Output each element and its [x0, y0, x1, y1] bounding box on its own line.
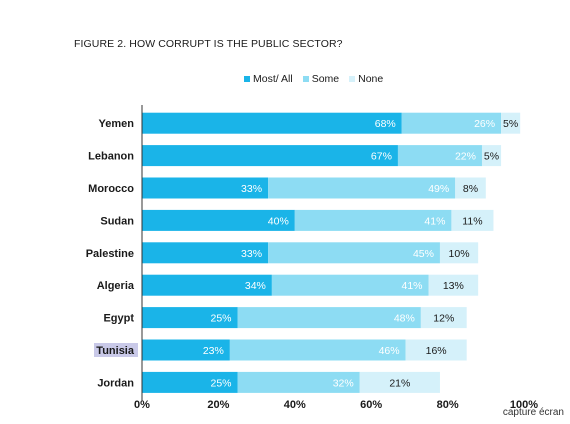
- value-label-morocco-1: 49%: [428, 183, 449, 195]
- category-label-morocco: Morocco: [88, 183, 134, 195]
- x-tick-label-4: 80%: [437, 399, 459, 411]
- bar-algeria-0: [142, 274, 272, 296]
- bar-lebanon-0: [142, 145, 398, 167]
- value-label-algeria-0: 34%: [245, 280, 266, 292]
- category-label-egypt: Egypt: [103, 313, 134, 325]
- legend-item-some: Some: [302, 73, 340, 85]
- value-label-sudan-1: 41%: [424, 215, 445, 227]
- bar-morocco-0: [142, 177, 269, 199]
- value-label-sudan-0: 40%: [268, 215, 289, 227]
- bar-palestine-0: [142, 242, 269, 264]
- value-label-egypt-0: 25%: [210, 313, 231, 325]
- x-tick-label-3: 60%: [360, 399, 382, 411]
- category-label-yemen: Yemen: [99, 118, 135, 130]
- bar-lebanon-2: [481, 145, 502, 167]
- legend-item-most: Most/ All: [244, 73, 293, 85]
- category-label-lebanon: Lebanon: [88, 151, 134, 163]
- bar-algeria-1: [271, 274, 429, 296]
- category-highlight: [94, 343, 138, 357]
- category-label-algeria: Algeria: [97, 280, 135, 292]
- bar-egypt-0: [142, 307, 238, 329]
- value-label-morocco-2: 8%: [463, 183, 478, 195]
- value-label-yemen-2: 5%: [503, 118, 518, 130]
- bar-tunisia-2: [405, 339, 467, 361]
- bar-egypt-1: [237, 307, 421, 329]
- x-tick-label-1: 20%: [207, 399, 229, 411]
- category-label-jordan: Jordan: [97, 377, 134, 389]
- legend-swatch-none: [349, 76, 356, 82]
- value-label-jordan-0: 25%: [210, 377, 231, 389]
- value-label-tunisia-2: 16%: [426, 345, 447, 357]
- bar-morocco-1: [268, 177, 456, 199]
- value-label-algeria-2: 13%: [443, 280, 464, 292]
- legend-swatch-some: [302, 76, 309, 82]
- bar-jordan-0: [142, 371, 238, 393]
- bar-jordan-1: [237, 371, 360, 393]
- x-tick-label-5: 100%: [510, 399, 538, 411]
- value-label-jordan-2: 21%: [389, 377, 410, 389]
- bar-algeria-2: [428, 274, 479, 296]
- bar-palestine-2: [439, 242, 479, 264]
- bar-jordan-2: [359, 371, 440, 393]
- bar-yemen-0: [142, 112, 402, 134]
- x-tick-label-2: 40%: [284, 399, 306, 411]
- value-label-yemen-0: 68%: [375, 118, 396, 130]
- value-label-egypt-1: 48%: [394, 313, 415, 325]
- x-tick-label-0: 0%: [134, 399, 150, 411]
- bar-palestine-1: [268, 242, 440, 264]
- value-label-palestine-2: 10%: [449, 248, 470, 260]
- legend-label-most: Most/ All: [253, 73, 293, 85]
- legend-item-none: None: [349, 73, 383, 85]
- value-label-yemen-1: 26%: [474, 118, 495, 130]
- value-label-sudan-2: 11%: [462, 215, 482, 227]
- value-label-egypt-2: 12%: [433, 313, 454, 325]
- bar-tunisia-1: [229, 339, 406, 361]
- chart-title: FIGURE 2. HOW CORRUPT IS THE PUBLIC SECT…: [74, 38, 343, 50]
- chart-legend: Most/ All Some None: [244, 73, 383, 85]
- legend-swatch-most: [244, 76, 250, 82]
- category-label-palestine: Palestine: [86, 248, 134, 260]
- value-label-lebanon-0: 67%: [371, 151, 392, 163]
- legend-label-none: None: [358, 73, 384, 85]
- bar-morocco-2: [455, 177, 486, 199]
- bar-sudan-2: [451, 209, 494, 231]
- value-label-palestine-0: 33%: [241, 248, 262, 260]
- bar-sudan-1: [294, 209, 452, 231]
- category-label-sudan: Sudan: [100, 215, 134, 227]
- bar-egypt-2: [420, 307, 467, 329]
- bar-yemen-2: [501, 112, 521, 134]
- value-label-tunisia-0: 23%: [203, 345, 224, 357]
- value-label-morocco-0: 33%: [241, 183, 262, 195]
- value-label-jordan-1: 32%: [333, 377, 354, 389]
- value-label-lebanon-2: 5%: [484, 151, 499, 163]
- bar-yemen-1: [401, 112, 502, 134]
- legend-label-some: Some: [311, 73, 340, 85]
- bar-lebanon-1: [397, 145, 482, 167]
- value-label-lebanon-1: 22%: [455, 151, 476, 163]
- image-credit: capture écran: [502, 407, 564, 418]
- category-label-tunisia: Tunisia: [96, 345, 135, 357]
- value-label-palestine-1: 45%: [413, 248, 434, 260]
- value-label-algeria-1: 41%: [401, 280, 422, 292]
- bar-tunisia-0: [142, 339, 230, 361]
- value-label-tunisia-1: 46%: [379, 345, 400, 357]
- bar-sudan-0: [142, 209, 295, 231]
